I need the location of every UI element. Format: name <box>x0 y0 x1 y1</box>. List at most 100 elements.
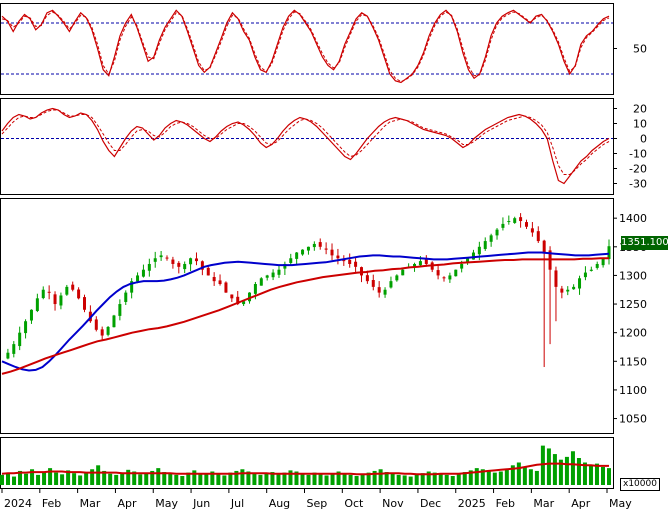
candle-body <box>41 289 45 299</box>
candle-body <box>94 319 98 330</box>
candle-body <box>483 241 487 249</box>
volume-bar <box>384 472 389 485</box>
candle-body <box>489 235 493 242</box>
candle-body <box>248 292 252 302</box>
candle-body <box>183 263 187 270</box>
candle-body <box>383 289 387 295</box>
x-tick-label: Mar <box>533 497 554 510</box>
x-tick-label: May <box>155 497 178 510</box>
volume-ma-line <box>1 462 609 476</box>
candle-body <box>124 292 128 302</box>
volume-bar <box>234 470 239 485</box>
volume-bar <box>372 470 377 485</box>
volume-bar <box>264 473 269 485</box>
candle-body <box>436 270 440 276</box>
volume-multiplier-label: x10000 <box>620 478 660 491</box>
last-price-badge: 1351.100 <box>621 236 669 250</box>
volume-bar <box>210 471 215 485</box>
volume-bar <box>0 474 4 485</box>
volume-bar <box>324 475 329 485</box>
candle-body <box>566 289 570 292</box>
volume-bar <box>498 471 503 485</box>
volume-bar <box>336 471 341 485</box>
candle-body <box>536 231 540 242</box>
volume-bar <box>480 469 485 485</box>
candle-body <box>501 223 505 228</box>
volume-bar <box>228 472 233 485</box>
volume-bar <box>588 465 593 485</box>
volume-bar <box>150 470 155 485</box>
candle-body <box>159 255 163 258</box>
candle-body <box>306 246 310 251</box>
volume-bar <box>528 469 533 485</box>
candle-body <box>336 255 340 259</box>
volume-bar <box>258 474 263 485</box>
candle-body <box>106 326 110 335</box>
volume-bar <box>552 454 557 485</box>
volume-bar <box>558 459 563 485</box>
volume-bar <box>276 474 281 485</box>
volume-bar <box>66 470 71 485</box>
panel-frames <box>0 3 614 489</box>
volume-bar <box>138 474 143 485</box>
x-tick-label: 2024 <box>4 497 32 510</box>
volume-bar <box>540 445 545 485</box>
volume-panel <box>0 445 611 485</box>
volume-bar <box>564 456 569 485</box>
candle-body <box>424 259 428 264</box>
volume-bar <box>426 471 431 485</box>
volume-bar <box>30 469 35 485</box>
volume-bar <box>534 470 539 485</box>
volume-bar <box>168 473 173 485</box>
candle-body <box>371 280 375 287</box>
y-tick-label: 1150 <box>619 355 647 368</box>
volume-bar <box>18 470 23 485</box>
volume-bar <box>546 448 551 485</box>
volume-bar <box>102 470 107 485</box>
volume-bar <box>6 472 11 485</box>
candle-body <box>418 261 422 266</box>
volume-bar <box>144 473 149 485</box>
y-tick-label: 1400 <box>619 212 647 225</box>
volume-bar <box>306 474 311 485</box>
volume-bar <box>132 471 137 485</box>
candle-body <box>460 263 464 269</box>
volume-bar <box>114 474 119 485</box>
volume-bar <box>396 474 401 485</box>
volume-bar <box>240 469 245 485</box>
candle-body <box>242 301 246 305</box>
volume-bar <box>444 474 449 485</box>
y-tick-label: 0 <box>640 133 647 146</box>
candle-body <box>448 275 452 280</box>
volume-bar <box>204 474 209 485</box>
candle-body <box>477 246 481 255</box>
volume-bar <box>216 473 221 485</box>
candle-body <box>277 269 281 275</box>
y-tick-label: -20 <box>629 163 647 176</box>
candle-body <box>230 294 234 299</box>
candle-body <box>583 272 587 278</box>
candle-body <box>595 263 599 268</box>
candle-body <box>194 258 198 262</box>
candle-body <box>118 304 122 316</box>
volume-bar <box>462 472 467 485</box>
volume-bar <box>486 470 491 485</box>
candle-body <box>365 275 369 282</box>
candle-body <box>301 249 305 255</box>
x-tick-label: Apr <box>117 497 137 510</box>
candle-body <box>466 258 470 263</box>
candle-body <box>83 297 87 310</box>
candle-body <box>442 277 446 279</box>
moving-average-0 <box>1 251 610 372</box>
volume-bar <box>252 473 257 485</box>
volume-bar <box>570 451 575 485</box>
volume-bar <box>246 471 251 485</box>
volume-bar <box>360 474 365 485</box>
macd-line-1 <box>1 109 610 175</box>
volume-bar <box>582 462 587 485</box>
y-tick-label: 10 <box>633 118 647 131</box>
volume-bar <box>42 471 47 485</box>
y-tick-label: 1100 <box>619 384 647 397</box>
volume-bar <box>510 465 515 485</box>
stoch-line-0 <box>1 9 610 84</box>
